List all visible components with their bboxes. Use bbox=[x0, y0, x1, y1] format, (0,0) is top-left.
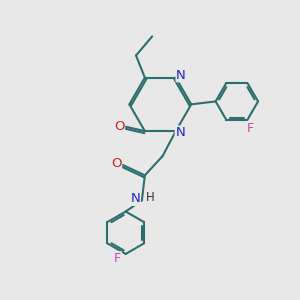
Text: N: N bbox=[176, 69, 186, 82]
Text: N: N bbox=[175, 126, 185, 139]
Text: N: N bbox=[130, 192, 140, 206]
Text: F: F bbox=[114, 252, 121, 265]
Text: O: O bbox=[111, 157, 122, 170]
Text: H: H bbox=[146, 191, 154, 205]
Text: O: O bbox=[114, 120, 124, 133]
Text: F: F bbox=[247, 122, 254, 134]
